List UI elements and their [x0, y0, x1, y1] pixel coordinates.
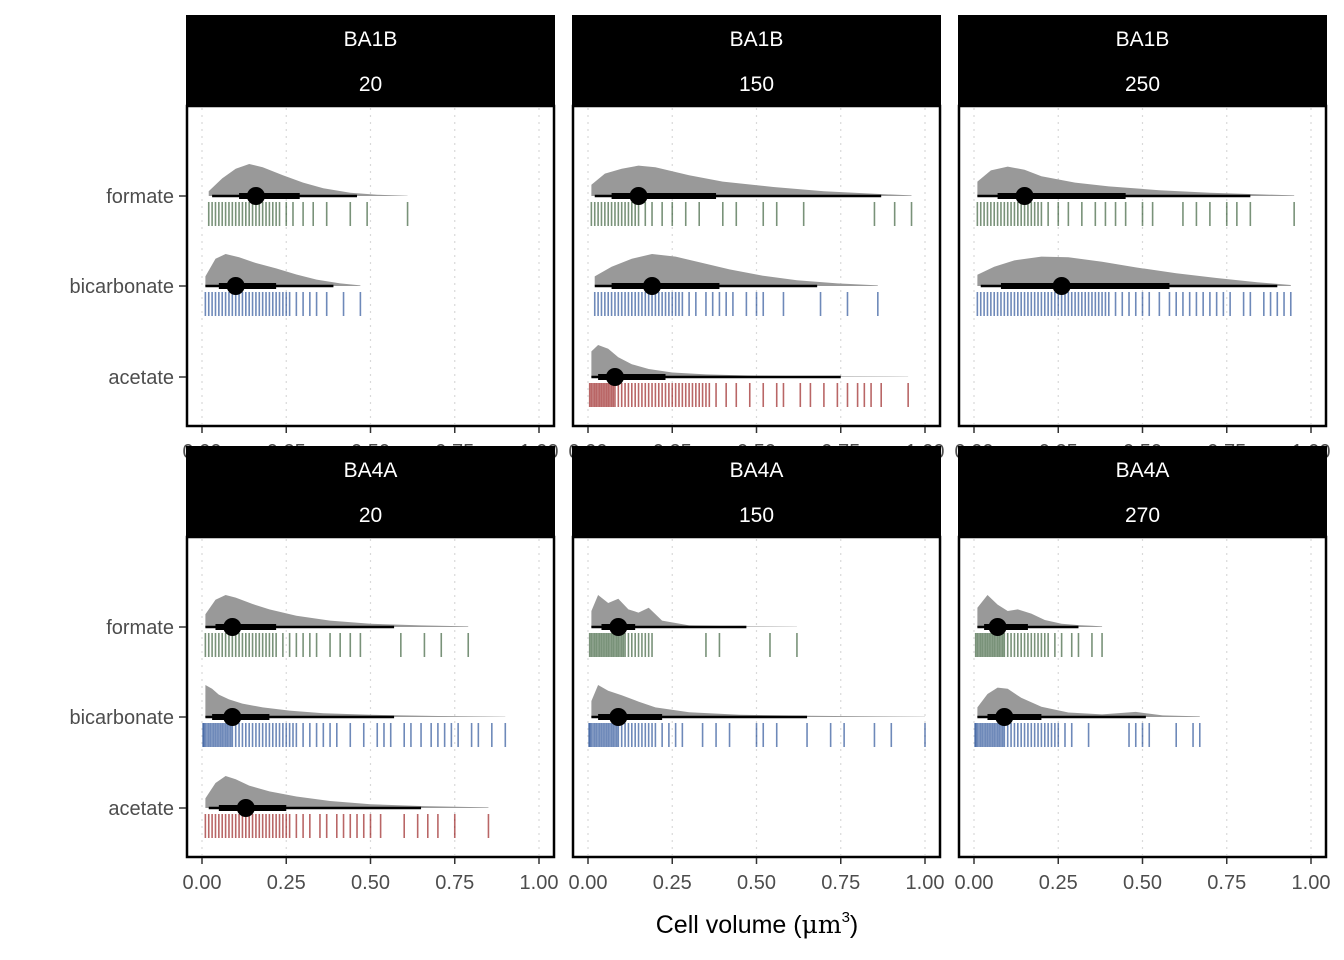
density-shape — [205, 776, 489, 808]
facet-strain-label: BA1B — [730, 28, 784, 51]
panel-ba4a-20: BA4A 20 0.00 0.25 0.50 0.75 1.00 formate bicarbo… — [69, 446, 558, 894]
facet-strip — [186, 446, 555, 536]
x-tick-label: 0.00 — [955, 872, 994, 894]
series-bicarbonate — [976, 256, 1292, 316]
median-point — [609, 708, 628, 726]
density-shape — [591, 595, 797, 627]
x-tick-label: 0.25 — [1039, 872, 1078, 894]
series-formate — [976, 166, 1295, 226]
x-tick-label: 0.50 — [351, 872, 390, 894]
panel-ba1b-250: BA1B2500.000.250.500.751.00 — [955, 15, 1330, 463]
panel-frame — [957, 535, 1328, 859]
series-bicarbonate — [974, 687, 1201, 747]
facet-condition-label: 150 — [739, 504, 774, 527]
median-point — [643, 277, 662, 295]
y-tick-label-formate: formate — [106, 617, 174, 639]
facet-strain-label: BA4A — [730, 459, 784, 482]
series-formate — [974, 595, 1103, 657]
x-tick-label: 1.00 — [1292, 872, 1331, 894]
median-point — [236, 799, 255, 817]
density-shape — [977, 166, 1295, 196]
panel-ba4a-270: BA4A 270 0.00 0.25 0.50 0.75 1.00 — [955, 446, 1331, 894]
facet-strip — [186, 15, 555, 105]
x-tick-label: 0.75 — [435, 872, 474, 894]
facet-strain-label: BA4A — [1116, 459, 1170, 482]
x-tick-label: 0.50 — [1123, 872, 1162, 894]
y-tick-label-bicarbonate: bicarbonate — [69, 707, 174, 729]
x-tick-label: 0.75 — [821, 872, 860, 894]
median-point — [223, 708, 242, 726]
density-shape — [591, 165, 912, 196]
series-acetate — [204, 776, 490, 838]
facet-strip — [572, 15, 941, 105]
series-formate — [588, 595, 798, 657]
x-tick-label: 1.00 — [906, 872, 945, 894]
panel-ba1b-20: BA1B200.000.250.500.751.00formatebicarbo… — [69, 15, 558, 463]
facet-condition-label: 250 — [1125, 73, 1160, 96]
y-tick-label-formate: formate — [106, 186, 174, 208]
density-shape — [594, 254, 878, 286]
x-tick-label: 1.00 — [520, 872, 559, 894]
facet-strip — [572, 446, 941, 536]
facet-strain-label: BA4A — [344, 459, 398, 482]
x-tick-label: 0.75 — [1207, 872, 1246, 894]
x-tick-label: 0.00 — [569, 872, 608, 894]
x-tick-label: 0.25 — [653, 872, 692, 894]
x-axis-title-sup: 3 — [842, 909, 850, 926]
density-shape — [977, 256, 1291, 286]
facet-strip — [958, 446, 1327, 536]
series-acetate — [588, 345, 909, 407]
density-shape — [205, 254, 361, 286]
panel-ba4a-150: BA4A 150 0.00 0.25 0.50 0.75 1.00 — [569, 446, 945, 894]
median-point — [629, 187, 648, 205]
density-shape — [977, 687, 1200, 717]
median-point — [609, 618, 628, 636]
facet-condition-label: 20 — [359, 504, 382, 527]
x-axis-title-unit: μm — [802, 910, 842, 939]
facet-strain-label: BA1B — [344, 28, 398, 51]
facet-panels: BA1B 20 0.00 0.25 0.50 0.75 1.00 formate bicarbo… — [69, 15, 1330, 894]
facet-condition-label: 270 — [1125, 504, 1160, 527]
x-axis-title-close: ) — [850, 911, 858, 939]
series-formate — [204, 595, 470, 657]
panel-frame — [571, 535, 942, 859]
facet-strip — [958, 15, 1327, 105]
median-point — [246, 187, 265, 205]
x-axis-title-main: Cell volume ( — [656, 911, 803, 939]
series-formate — [207, 164, 409, 226]
series-bicarbonate — [593, 254, 879, 316]
series-bicarbonate — [588, 685, 926, 747]
y-tick-label-acetate: acetate — [108, 798, 174, 820]
y-tick-label-bicarbonate: bicarbonate — [69, 276, 174, 298]
x-tick-label: 0.00 — [183, 872, 222, 894]
median-point — [1015, 187, 1034, 205]
facet-condition-label: 150 — [739, 73, 774, 96]
y-tick-label-acetate: acetate — [108, 367, 174, 389]
x-tick-label: 0.25 — [267, 872, 306, 894]
facet-condition-label: 20 — [359, 73, 382, 96]
series-bicarbonate — [202, 685, 507, 747]
facet-strain-label: BA1B — [1116, 28, 1170, 51]
density-shape — [205, 595, 469, 627]
median-point — [226, 277, 245, 295]
median-point — [223, 618, 242, 636]
median-point — [988, 618, 1007, 636]
x-axis-title: Cell volume (μm3) — [656, 909, 859, 939]
x-tick-label: 0.50 — [737, 872, 776, 894]
density-shape — [977, 595, 1103, 627]
median-point — [605, 368, 624, 386]
median-point — [1052, 277, 1071, 295]
median-point — [995, 708, 1014, 726]
series-formate — [590, 165, 913, 226]
panel-ba1b-150: BA1B1500.000.250.500.751.00 — [569, 15, 944, 463]
series-bicarbonate — [204, 254, 362, 316]
